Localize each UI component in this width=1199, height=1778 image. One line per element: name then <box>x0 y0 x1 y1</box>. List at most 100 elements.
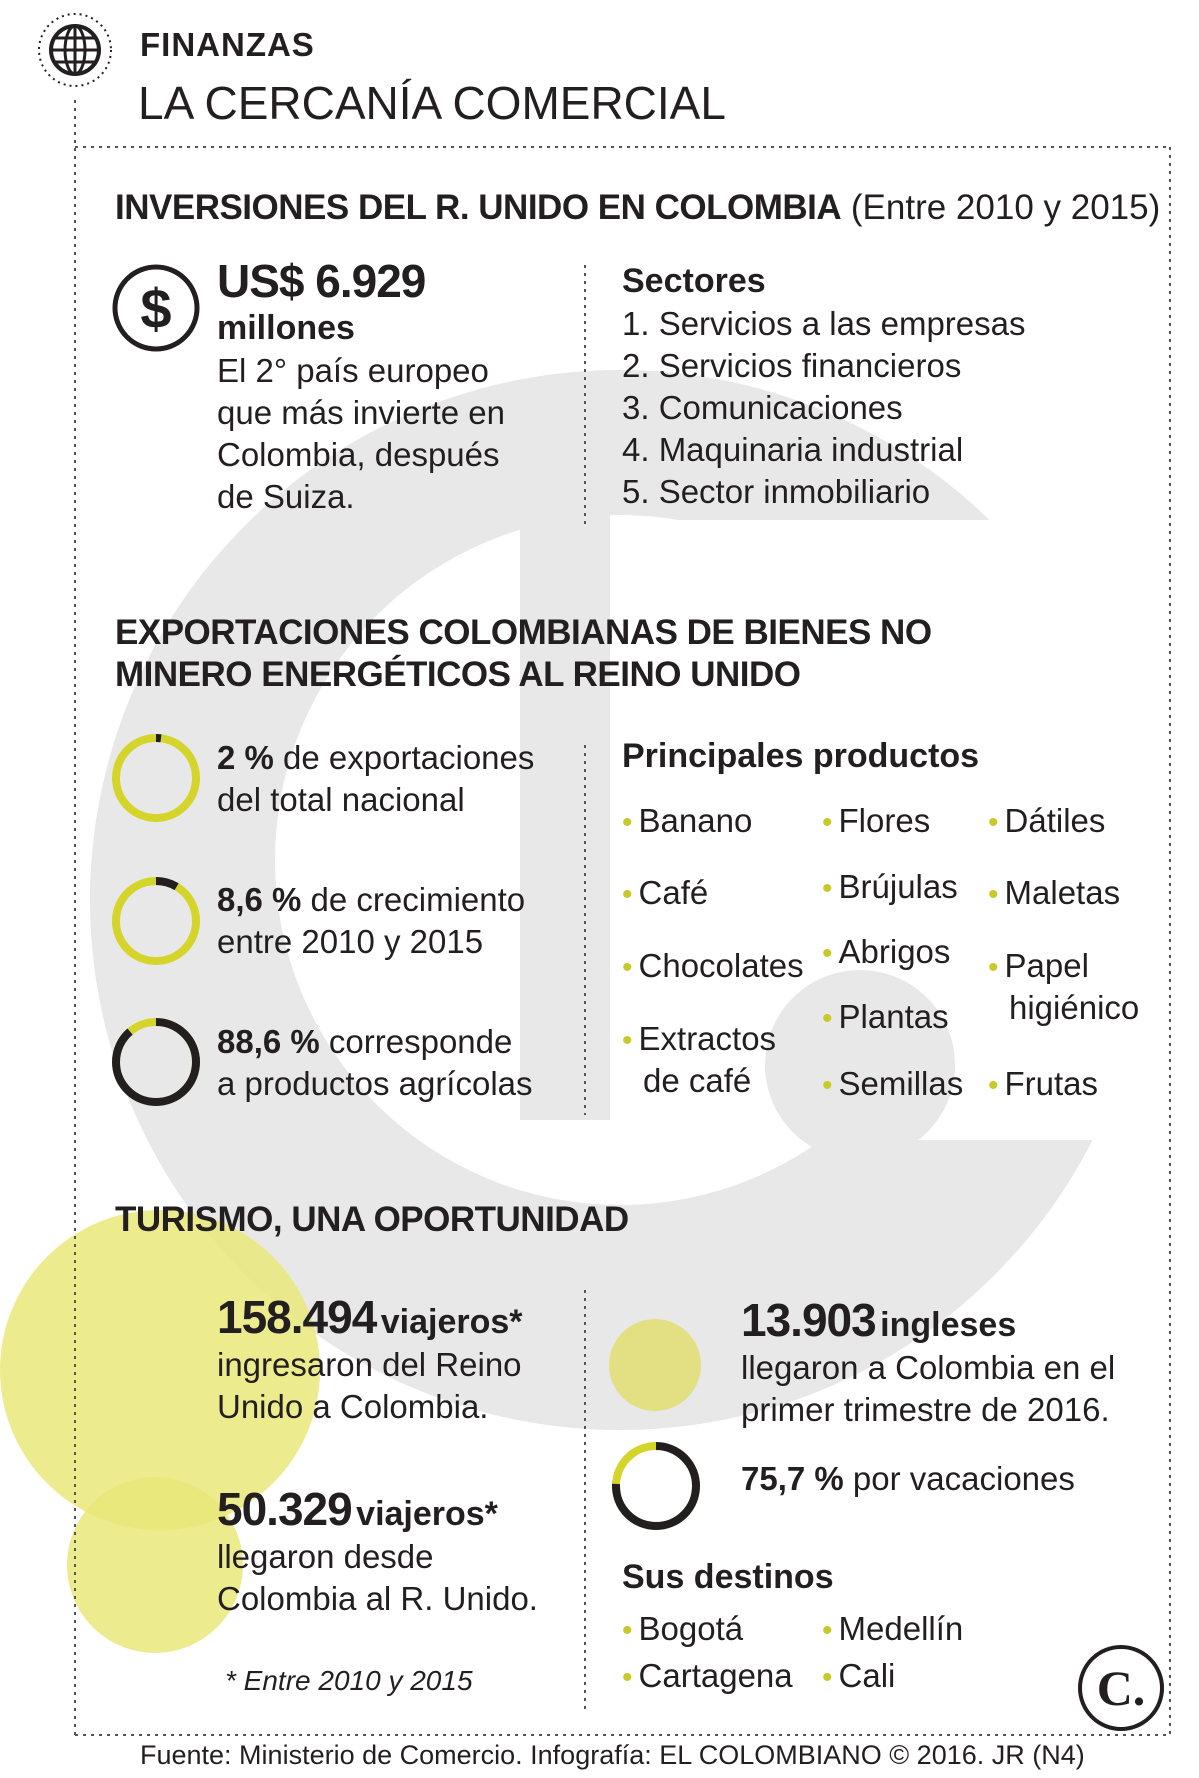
products-title: Principales productos <box>622 737 980 775</box>
ring-chart-8-6pct <box>112 877 200 965</box>
product-item: Banano <box>622 800 753 844</box>
sector-item: 4. Maquinaria industrial <box>622 431 964 468</box>
svg-text:$: $ <box>140 277 171 340</box>
investments-heading-note: (Entre 2010 y 2015) <box>850 188 1161 227</box>
destination-label: Bogotá <box>638 1610 744 1647</box>
sector-item: 3. Comunicaciones <box>622 389 903 426</box>
product-item: Dátiles <box>988 800 1106 844</box>
destination-label: Medellín <box>838 1610 964 1647</box>
product-item: Frutas <box>988 1063 1099 1107</box>
stat-text: Colombia al R. Unido. <box>217 1580 538 1617</box>
stat-text: entre 2010 y 2015 <box>217 923 484 960</box>
stat-text: llegaron a Colombia en el <box>741 1349 1116 1386</box>
destination-item: Cartagena <box>622 1655 793 1699</box>
stat-text: corresponde <box>319 1023 513 1060</box>
product-label: Extractos <box>638 1020 777 1057</box>
sector-item: 1. Servicios a las empresas <box>622 305 1026 342</box>
product-label: Maletas <box>1004 874 1121 911</box>
destinations-title: Sus destinos <box>622 1558 834 1596</box>
stat-text: primer trimestre de 2016. <box>741 1391 1110 1428</box>
export-stat-3: 88,6 % corresponde a productos agrícolas <box>217 1021 533 1105</box>
export-stat-2: 8,6 % de crecimiento entre 2010 y 2015 <box>217 879 525 963</box>
product-item: Flores <box>822 800 931 844</box>
stat-text: ingresaron del Reino <box>217 1346 522 1383</box>
page-title: LA CERCANÍA COMERCIAL <box>138 77 726 129</box>
product-label: Café <box>638 874 709 911</box>
stat-label: viajeros* <box>356 1495 498 1533</box>
product-item: Maletas <box>988 872 1121 916</box>
tourism-stat-1: 158.494 viajeros* ingresaron del Reino U… <box>217 1290 523 1428</box>
product-label: Frutas <box>1004 1065 1099 1102</box>
investments-heading: INVERSIONES DEL R. UNIDO EN COLOMBIA (En… <box>115 188 1160 228</box>
stat-label: viajeros* <box>380 1303 523 1341</box>
bubble-small <box>609 1319 701 1411</box>
stat-value: 8,6 % <box>217 881 302 918</box>
product-item: Papel <box>988 945 1089 989</box>
stat-label: ingleses <box>880 1306 1017 1344</box>
description-line: El 2° país europeo <box>217 352 489 389</box>
sectors-list: 1. Servicios a las empresas 2. Servicios… <box>622 303 1026 513</box>
product-label: Chocolates <box>638 947 804 984</box>
stat-text: de crecimiento <box>301 881 526 918</box>
sectors-title: Sectores <box>622 262 766 300</box>
destination-item: Cali <box>822 1655 896 1699</box>
product-item-continued: higiénico <box>1009 989 1140 1026</box>
exports-heading-line: MINERO ENERGÉTICOS AL REINO UNIDO <box>115 655 801 694</box>
stat-text: por vacaciones <box>843 1460 1075 1497</box>
bubble-medium <box>67 1477 243 1653</box>
tourism-stat-2: 50.329 viajeros* llegaron desde Colombia… <box>217 1482 538 1620</box>
product-item: Plantas <box>822 996 949 1040</box>
stat-text: del total nacional <box>217 781 465 818</box>
product-item: Brújulas <box>822 866 958 910</box>
sector-item: 2. Servicios financieros <box>622 347 962 384</box>
sector-item: 5. Sector inmobiliario <box>622 473 931 510</box>
footnote: * Entre 2010 y 2015 <box>225 1665 473 1696</box>
stat-value: 2 % <box>217 739 274 776</box>
ring-8-6pct-segment <box>112 877 200 965</box>
ring-75-7pct-segment <box>612 1442 700 1530</box>
stat-text: a productos agrícolas <box>217 1065 533 1102</box>
investments-heading-bold: INVERSIONES DEL R. UNIDO EN COLOMBIA <box>115 188 842 227</box>
footer-credit: Fuente: Ministerio de Comercio. Infograf… <box>140 1740 1085 1770</box>
product-label: Brújulas <box>838 868 958 905</box>
globe-icon <box>38 13 112 87</box>
description-line: Colombia, después <box>217 436 500 473</box>
investment-amount: US$ 6.929 <box>217 255 426 307</box>
stat-number: 158.494 <box>217 1291 377 1343</box>
product-label: Abrigos <box>838 933 951 970</box>
english-stat: 13.903 ingleses llegaron a Colombia en e… <box>741 1293 1115 1431</box>
el-colombiano-logo: C. <box>1078 1645 1164 1731</box>
stat-value: 88,6 % <box>217 1023 320 1060</box>
description-line: de Suiza. <box>217 478 355 515</box>
product-item: Chocolates <box>622 945 804 989</box>
destination-item: Medellín <box>822 1608 964 1652</box>
description-line: que más invierte en <box>217 394 505 431</box>
exports-heading: EXPORTACIONES COLOMBIANAS DE BIENES NO M… <box>115 612 932 696</box>
ring-8-6pct-remainder <box>112 877 200 965</box>
product-label: Semillas <box>838 1065 964 1102</box>
product-label: Plantas <box>838 998 949 1035</box>
ring-88-6pct-segment <box>112 1018 200 1106</box>
product-label: Dátiles <box>1004 802 1106 839</box>
vacation-stat: 75,7 % por vacaciones <box>741 1458 1075 1500</box>
product-item: Abrigos <box>822 931 951 975</box>
ring-chart-88-6pct <box>112 1018 200 1106</box>
ring-2pct-remainder <box>112 734 200 822</box>
ring-chart-2pct <box>112 734 200 822</box>
logo-letter: C. <box>1096 1660 1146 1716</box>
product-label: Banano <box>638 802 753 839</box>
tourism-heading: TURISMO, UNA OPORTUNIDAD <box>115 1200 629 1239</box>
stat-value: 75,7 % <box>741 1460 844 1497</box>
ring-2pct-segment <box>112 734 200 822</box>
destination-label: Cali <box>838 1657 896 1694</box>
product-item: Extractos <box>622 1018 777 1062</box>
product-item: Café <box>622 872 709 916</box>
stat-text: llegaron desde <box>217 1538 434 1575</box>
investment-description: El 2° país europeo que más invierte en C… <box>217 350 505 518</box>
product-item: Semillas <box>822 1063 964 1107</box>
product-label: Papel <box>1004 947 1089 984</box>
bubble-large <box>0 1210 320 1530</box>
stat-number: 13.903 <box>741 1294 877 1346</box>
stat-text: de exportaciones <box>273 739 535 776</box>
